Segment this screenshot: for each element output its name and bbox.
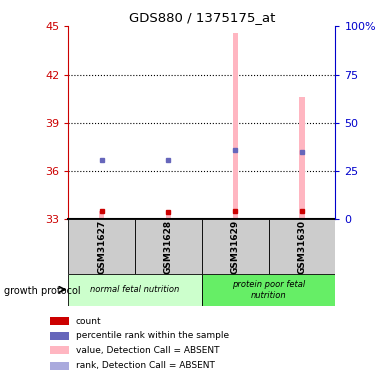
Text: rank, Detection Call = ABSENT: rank, Detection Call = ABSENT [76, 362, 215, 370]
Text: GSM31627: GSM31627 [97, 219, 106, 274]
Bar [50, 362, 69, 370]
FancyBboxPatch shape [202, 274, 335, 306]
Text: protein poor fetal
nutrition: protein poor fetal nutrition [232, 280, 305, 300]
Text: count: count [76, 316, 102, 326]
Text: GSM31629: GSM31629 [231, 219, 240, 274]
FancyBboxPatch shape [68, 219, 135, 274]
Bar [166, 212, 171, 219]
Text: percentile rank within the sample: percentile rank within the sample [76, 331, 229, 340]
Text: normal fetal nutrition: normal fetal nutrition [90, 285, 180, 294]
Bar [232, 33, 238, 219]
Title: GDS880 / 1375175_at: GDS880 / 1375175_at [129, 11, 275, 24]
Bar [300, 97, 305, 219]
Bar [50, 346, 69, 354]
Bar [50, 317, 69, 325]
FancyBboxPatch shape [202, 219, 269, 274]
FancyBboxPatch shape [269, 219, 335, 274]
Bar [50, 332, 69, 340]
Text: value, Detection Call = ABSENT: value, Detection Call = ABSENT [76, 346, 220, 355]
Text: GSM31630: GSM31630 [298, 220, 307, 274]
Text: growth protocol: growth protocol [4, 286, 80, 296]
Bar [99, 210, 104, 219]
FancyBboxPatch shape [135, 219, 202, 274]
Text: GSM31628: GSM31628 [164, 219, 173, 274]
FancyBboxPatch shape [68, 274, 202, 306]
